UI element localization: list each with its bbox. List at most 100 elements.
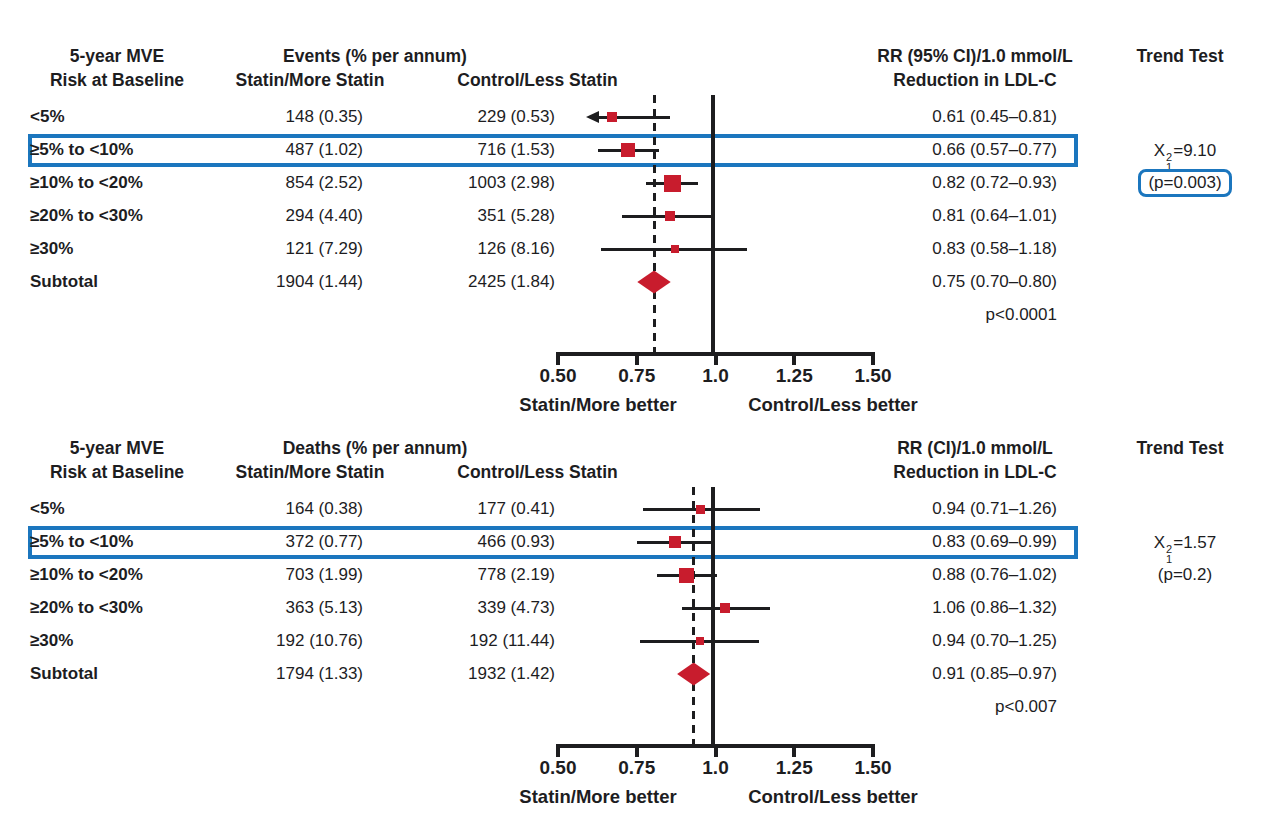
null-line	[711, 95, 715, 352]
rr-ci-value: 0.66 (0.57–0.77)	[845, 139, 1057, 161]
risk-header-line1: 5-year MVE	[22, 438, 212, 459]
rr-header-line2: Reduction in LDL-C	[845, 462, 1105, 483]
right-better-label: Control/Less better	[693, 394, 973, 416]
trend-chi-square-statistic: X21=1.57	[1105, 530, 1265, 556]
deaths-per-annum-header: Deaths (% per annum)	[225, 438, 525, 459]
control-events-value: 351 (5.28)	[395, 205, 555, 227]
axis-tick	[556, 744, 560, 757]
forest-plot-figure: 5-year MVE Risk at Baseline Events (% pe…	[0, 0, 1280, 831]
statin-events-value: 1794 (1.33)	[215, 663, 363, 685]
trend-test-header: Trend Test	[1100, 46, 1260, 67]
point-estimate-square	[696, 505, 705, 514]
axis-tick	[792, 744, 796, 757]
axis-tick-label: 1.0	[676, 757, 756, 779]
axis-tick	[714, 352, 718, 365]
control-column-header: Control/Less Statin	[450, 70, 625, 91]
axis-tick	[871, 744, 875, 757]
trend-p-highlight-box: (p=0.003)	[1138, 169, 1231, 197]
point-estimate-square	[607, 112, 617, 122]
control-events-value: 339 (4.73)	[395, 597, 555, 619]
point-estimate-square	[621, 143, 635, 157]
rr-ci-value: 0.81 (0.64–1.01)	[845, 205, 1057, 227]
statin-events-value: 294 (4.40)	[215, 205, 363, 227]
axis-tick	[635, 744, 639, 757]
axis-tick	[871, 352, 875, 365]
subtotal-p-value: p<0.0001	[845, 304, 1057, 326]
subtotal-p-value: p<0.007	[845, 696, 1057, 718]
point-estimate-square	[696, 637, 704, 645]
rr-ci-value: 0.82 (0.72–0.93)	[845, 172, 1057, 194]
control-events-value: 126 (8.16)	[395, 238, 555, 260]
control-events-value: 1003 (2.98)	[395, 172, 555, 194]
rr-ci-value: 0.83 (0.69–0.99)	[845, 531, 1057, 553]
rr-ci-value: 0.61 (0.45–0.81)	[845, 106, 1057, 128]
dashed-reference-line	[653, 95, 656, 352]
subtotal-diamond	[637, 271, 670, 294]
control-events-value: 1932 (1.42)	[395, 663, 555, 685]
point-estimate-square	[679, 568, 694, 583]
statin-events-value: 1904 (1.44)	[215, 271, 363, 293]
trend-p-value: (p=0.003)	[1105, 166, 1265, 200]
rr-ci-value: 0.83 (0.58–1.18)	[845, 238, 1057, 260]
control-events-value: 192 (11.44)	[395, 630, 555, 652]
statin-events-value: 148 (0.35)	[215, 106, 363, 128]
trend-test-header: Trend Test	[1100, 438, 1260, 459]
rr-ci-value: 0.88 (0.76–1.02)	[845, 564, 1057, 586]
events-per-annum-header: Events (% per annum)	[225, 46, 525, 67]
axis-tick-label: 1.50	[833, 757, 913, 779]
statin-events-value: 363 (5.13)	[215, 597, 363, 619]
axis-tick-label: 1.25	[754, 365, 834, 387]
control-events-value: 778 (2.19)	[395, 564, 555, 586]
rr-header-line1: RR (CI)/1.0 mmol/L	[845, 438, 1105, 459]
rr-header-line1: RR (95% CI)/1.0 mmol/L	[845, 46, 1105, 67]
axis-tick-label: 0.50	[518, 365, 598, 387]
point-estimate-square	[664, 175, 681, 192]
left-arrow-icon	[586, 111, 599, 123]
axis-tick-label: 1.50	[833, 365, 913, 387]
point-estimate-square	[720, 603, 730, 613]
axis-tick	[556, 352, 560, 365]
axis-tick-label: 0.50	[518, 757, 598, 779]
control-events-value: 229 (0.53)	[395, 106, 555, 128]
axis-tick-label: 0.75	[597, 757, 677, 779]
statin-events-value: 487 (1.02)	[215, 139, 363, 161]
rr-ci-value: 0.91 (0.85–0.97)	[845, 663, 1057, 685]
axis-tick-label: 1.0	[676, 365, 756, 387]
null-line	[711, 487, 715, 744]
panel-deaths: 5-year MVE Risk at Baseline Deaths (% pe…	[0, 438, 1280, 830]
point-estimate-square	[665, 211, 675, 221]
statin-events-value: 121 (7.29)	[215, 238, 363, 260]
statin-events-value: 164 (0.38)	[215, 498, 363, 520]
rr-header-line2: Reduction in LDL-C	[845, 70, 1105, 91]
axis-tick	[635, 352, 639, 365]
control-events-value: 466 (0.93)	[395, 531, 555, 553]
dashed-reference-line	[692, 487, 695, 744]
risk-header-line2: Risk at Baseline	[22, 462, 212, 483]
trend-p-value: (p=0.2)	[1105, 558, 1265, 592]
right-better-label: Control/Less better	[693, 786, 973, 808]
rr-ci-value: 1.06 (0.86–1.32)	[845, 597, 1057, 619]
control-events-value: 2425 (1.84)	[395, 271, 555, 293]
statin-column-header: Statin/More Statin	[230, 70, 390, 91]
control-events-value: 177 (0.41)	[395, 498, 555, 520]
panel-major-vascular-events: 5-year MVE Risk at Baseline Events (% pe…	[0, 46, 1280, 438]
statin-events-value: 372 (0.77)	[215, 531, 363, 553]
control-events-value: 716 (1.53)	[395, 139, 555, 161]
risk-header-line2: Risk at Baseline	[22, 70, 212, 91]
trend-chi-square-statistic: X21=9.10	[1105, 138, 1265, 164]
control-column-header: Control/Less Statin	[450, 462, 625, 483]
rr-ci-value: 0.94 (0.71–1.26)	[845, 498, 1057, 520]
statin-events-value: 192 (10.76)	[215, 630, 363, 652]
axis-tick-label: 1.25	[754, 757, 834, 779]
axis-tick	[714, 744, 718, 757]
top-red-rule	[0, 2, 1280, 7]
statin-column-header: Statin/More Statin	[230, 462, 390, 483]
subtotal-diamond	[677, 663, 710, 686]
rr-ci-value: 0.94 (0.70–1.25)	[845, 630, 1057, 652]
risk-header-line1: 5-year MVE	[22, 46, 212, 67]
axis-tick-label: 0.75	[597, 365, 677, 387]
rr-ci-value: 0.75 (0.70–0.80)	[845, 271, 1057, 293]
axis-tick	[792, 352, 796, 365]
statin-events-value: 854 (2.52)	[215, 172, 363, 194]
statin-events-value: 703 (1.99)	[215, 564, 363, 586]
